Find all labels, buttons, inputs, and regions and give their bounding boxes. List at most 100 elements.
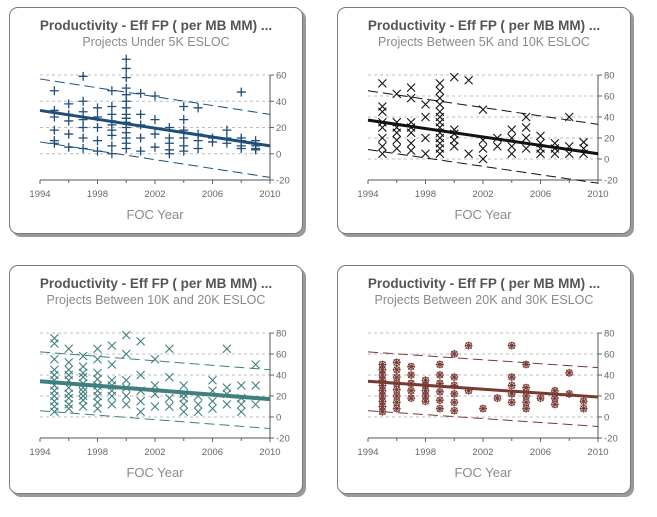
y-tick-label: 40	[604, 371, 615, 382]
data-point	[222, 125, 232, 135]
x-tick-label: 1998	[415, 447, 436, 458]
data-point	[164, 393, 174, 403]
data-point	[378, 371, 387, 379]
lower-prediction-bound	[39, 410, 271, 430]
data-point	[179, 115, 189, 125]
data-point	[550, 394, 559, 403]
data-point	[78, 402, 88, 411]
data-point	[93, 136, 102, 146]
y-tick-label: 20	[276, 123, 287, 134]
x-tick-label: 2006	[530, 447, 551, 458]
lower-prediction-bound	[39, 141, 271, 178]
data-point	[150, 115, 160, 125]
data-point	[378, 397, 387, 406]
lower-prediction-bound	[367, 410, 599, 427]
data-point	[107, 360, 117, 369]
data-point	[121, 73, 131, 83]
data-point	[449, 135, 459, 145]
y-tick-label: 40	[604, 113, 615, 124]
y-tick-label: 20	[604, 134, 615, 145]
data-point	[407, 386, 416, 395]
data-point	[222, 383, 232, 392]
data-point	[236, 381, 246, 390]
data-point	[550, 400, 559, 409]
data-point	[407, 371, 416, 379]
data-point	[93, 391, 102, 401]
x-axis-label: FOC Year	[126, 465, 184, 480]
x-tick-label: 1998	[415, 189, 436, 200]
data-point	[407, 362, 416, 371]
data-point	[507, 398, 516, 407]
data-point-ring	[565, 369, 573, 377]
data-point	[450, 398, 459, 407]
data-point	[107, 391, 117, 401]
chart-subtitle: Projects Between 20K and 30K ESLOC	[375, 293, 594, 307]
y-tick-label: -20	[276, 434, 290, 445]
data-point	[392, 365, 401, 374]
data-point	[378, 402, 387, 411]
y-tick-label: 20	[604, 392, 615, 403]
x-tick-label: 2010	[587, 447, 608, 458]
y-tick-label: 80	[604, 71, 615, 82]
x-tick-label: 1998	[87, 189, 108, 200]
data-point	[579, 404, 588, 413]
chart-subtitle: Projects Between 10K and 20K ESLOC	[47, 293, 266, 307]
data-point	[150, 142, 160, 152]
data-point	[78, 96, 88, 106]
data-point	[236, 144, 246, 153]
data-point	[49, 86, 59, 96]
data-point	[93, 374, 102, 384]
x-tick-label: 2002	[144, 447, 165, 458]
data-point-ring	[551, 400, 559, 408]
x-tick-label: 1994	[357, 447, 378, 458]
data-point-ring	[536, 394, 545, 402]
data-point-ring	[450, 390, 458, 398]
data-point	[64, 99, 74, 109]
data-point	[64, 116, 74, 126]
data-point	[392, 398, 401, 407]
data-point-ring	[465, 342, 473, 350]
data-point	[251, 360, 261, 369]
data-point	[107, 130, 117, 140]
data-point-ring	[436, 396, 444, 404]
data-point	[435, 371, 444, 379]
data-point	[521, 123, 531, 132]
data-point	[507, 125, 517, 134]
y-tick-label: 20	[276, 392, 287, 403]
data-point	[236, 400, 246, 409]
data-point	[136, 146, 146, 156]
data-point	[378, 365, 387, 374]
data-point	[136, 133, 146, 143]
data-point-ring	[508, 381, 516, 390]
data-point-ring	[493, 394, 501, 402]
chart-panel-10k-20k: Productivity - Eff FP ( per MB MM) ... Pr…	[9, 265, 303, 494]
data-point	[251, 400, 261, 409]
data-point-ring	[450, 398, 458, 406]
x-tick-label: 1998	[87, 447, 108, 458]
data-point	[450, 350, 459, 358]
data-point	[64, 389, 74, 399]
data-point	[121, 330, 131, 340]
data-point	[193, 144, 203, 153]
data-point	[406, 138, 416, 148]
chart-svg: Productivity - Eff FP ( per MB MM) ... Pr…	[357, 276, 617, 480]
regression-line	[367, 118, 599, 156]
data-point	[193, 407, 203, 417]
data-point	[421, 149, 430, 159]
data-point	[406, 128, 416, 138]
data-point	[78, 351, 88, 361]
data-point	[522, 404, 531, 413]
data-point	[507, 381, 516, 390]
chart-title: Productivity - Eff FP ( per MB MM) ...	[40, 18, 272, 33]
data-point	[150, 402, 160, 411]
data-point	[378, 381, 387, 390]
data-point	[164, 149, 174, 159]
chart-subtitle: Projects Between 5K and 10K ESLOC	[378, 35, 590, 49]
data-point	[164, 372, 174, 382]
y-tick-label: 0	[276, 413, 281, 424]
data-point	[136, 396, 146, 406]
y-tick-label: 0	[604, 413, 609, 424]
chart-title: Productivity - Eff FP ( per MB MM) ...	[368, 18, 600, 33]
data-point	[522, 398, 531, 407]
data-point	[136, 407, 146, 417]
